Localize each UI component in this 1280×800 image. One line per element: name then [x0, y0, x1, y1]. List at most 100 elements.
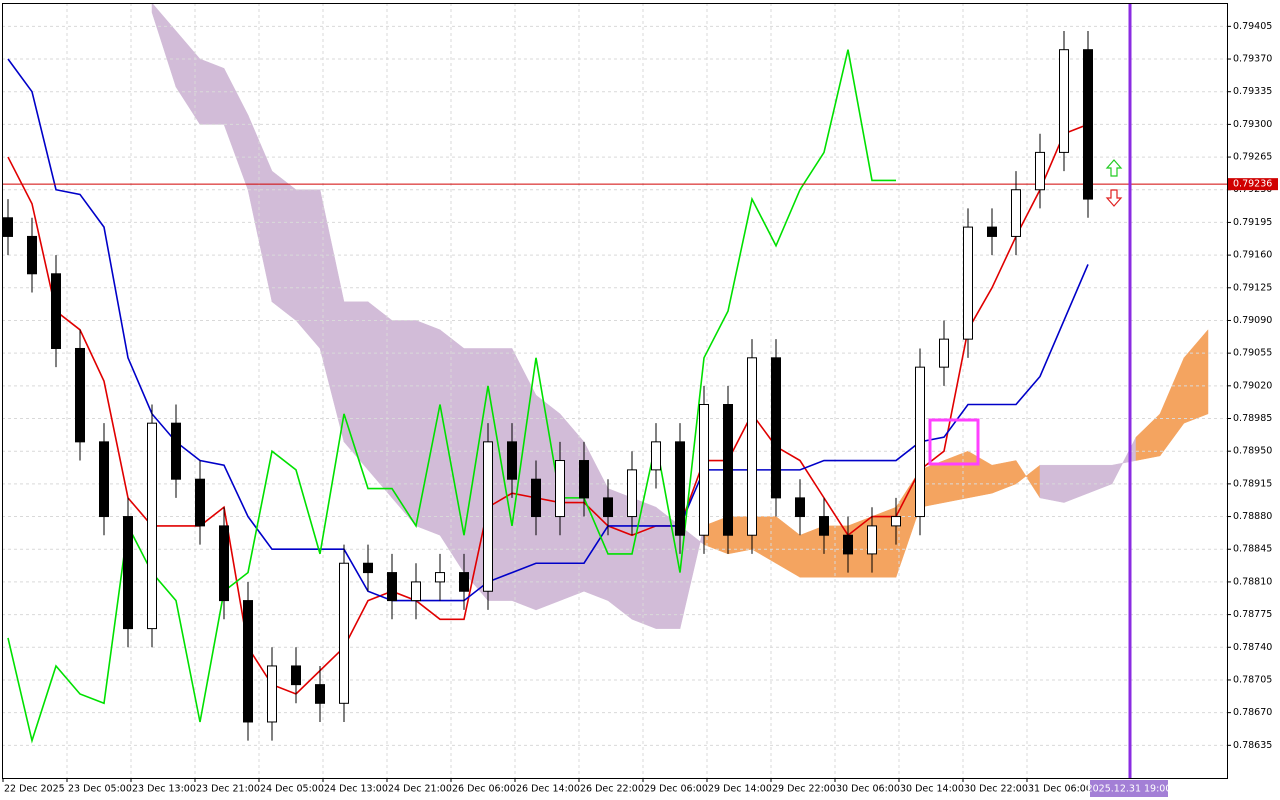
cloud-segment — [775, 516, 801, 578]
cloud-segment — [1183, 329, 1209, 424]
candle-body — [147, 422, 157, 630]
candle-body — [459, 572, 469, 592]
candle-body — [771, 357, 781, 499]
y-tick-label: 0.79405 — [1233, 21, 1272, 32]
candle-body — [603, 497, 613, 518]
y-tick-label: 0.78950 — [1233, 446, 1272, 457]
candle-body — [987, 226, 997, 237]
cloud-segment — [271, 170, 297, 321]
cursor-time: 2025.12.31 19:00 — [1087, 784, 1172, 795]
candle-body — [795, 497, 805, 518]
y-tick-label: 0.78670 — [1233, 707, 1272, 718]
cloud-segment — [991, 460, 1017, 494]
candle-body — [3, 217, 13, 237]
candle-body — [291, 665, 301, 686]
candle-body — [1083, 49, 1093, 200]
x-tick-label: 26 Dec 22:00 — [580, 784, 644, 795]
x-tick-label: 23 Dec 13:00 — [132, 784, 196, 795]
cloud-segment — [1159, 357, 1185, 457]
price-label-box — [1228, 178, 1278, 191]
y-tick-label: 0.78985 — [1233, 413, 1272, 424]
candle-body — [531, 478, 541, 518]
cloud-segment — [151, 2, 177, 88]
cloud-segment — [295, 189, 321, 350]
cloud-segment — [175, 30, 201, 126]
cloud-segment — [1135, 413, 1161, 461]
y-tick-label: 0.79265 — [1233, 152, 1272, 163]
x-tick-label: 23 Dec 21:00 — [196, 784, 260, 795]
y-tick-label: 0.78635 — [1233, 740, 1272, 751]
candle-body — [651, 441, 661, 471]
x-tick-label: 26 Dec 06:00 — [452, 784, 516, 795]
y-tick-label: 0.78810 — [1233, 576, 1272, 587]
y-tick-label: 0.78775 — [1233, 609, 1272, 620]
indicator-line — [7, 58, 1089, 602]
candle-body — [939, 338, 949, 368]
y-tick-label: 0.79300 — [1233, 119, 1272, 130]
y-tick-label: 0.78915 — [1233, 478, 1272, 489]
candle-layer — [3, 31, 1093, 741]
candle-body — [387, 572, 397, 602]
candle-body — [555, 460, 565, 518]
y-tick-label: 0.78845 — [1233, 544, 1272, 555]
price-label: 0.79236 — [1233, 179, 1272, 190]
x-tick-label: 29 Dec 06:00 — [644, 784, 708, 795]
candle-body — [339, 562, 349, 704]
x-tick-label: 24 Dec 13:00 — [324, 784, 388, 795]
candle-body — [699, 404, 709, 536]
candle-body — [243, 600, 253, 723]
cloud-segment — [1111, 437, 1137, 484]
cloud-segment — [631, 497, 657, 629]
y-tick-label: 0.79370 — [1233, 54, 1272, 65]
candle-body — [75, 347, 85, 443]
candle-body — [219, 525, 229, 602]
x-tick-label: 24 Dec 21:00 — [388, 784, 452, 795]
x-tick-label: 22 Dec 2025 — [4, 784, 65, 795]
candle-body — [963, 226, 973, 340]
candle-body — [435, 572, 445, 583]
cloud-segment — [367, 301, 393, 499]
cloud-segment — [967, 450, 993, 499]
candle-body — [99, 441, 109, 518]
cloud-layer — [151, 2, 1209, 629]
cloud-segment — [943, 450, 969, 503]
x-tick-label: 23 Dec 05:00 — [68, 784, 132, 795]
x-tick-label: 31 Dec 06:00 — [1028, 784, 1092, 795]
candle-body — [123, 516, 133, 630]
indicator-line — [7, 123, 1089, 695]
plot-frame — [2, 3, 1228, 779]
candle-body — [723, 404, 733, 536]
candle-body — [27, 235, 37, 275]
candle-body — [363, 562, 373, 574]
candle-body — [1059, 49, 1069, 153]
signal-box — [928, 418, 980, 466]
candle-body — [675, 441, 685, 536]
y-tick-label: 0.79195 — [1233, 217, 1272, 228]
candle-body — [267, 665, 277, 723]
candle-body — [51, 273, 61, 349]
candle-body — [891, 516, 901, 527]
candle-body — [627, 469, 637, 518]
y-tick-label: 0.79090 — [1233, 315, 1272, 326]
y-tick-label: 0.79160 — [1233, 250, 1272, 261]
y-tick-label: 0.79125 — [1233, 282, 1272, 293]
candle-body — [315, 684, 325, 704]
cloud-segment — [1087, 464, 1113, 494]
candle-body — [195, 478, 205, 527]
x-tick-label: 26 Dec 14:00 — [516, 784, 580, 795]
y-tick-label: 0.78880 — [1233, 511, 1272, 522]
cursor-time-box — [1090, 780, 1168, 797]
y-tick-label: 0.78705 — [1233, 674, 1272, 685]
candle-body — [747, 357, 757, 536]
candle-body — [1011, 189, 1021, 237]
y-tick-label: 0.79055 — [1233, 348, 1272, 359]
x-tick-label: 30 Dec 06:00 — [836, 784, 900, 795]
x-tick-label: 30 Dec 14:00 — [900, 784, 964, 795]
cloud-segment — [1015, 459, 1041, 499]
x-tick-label: 24 Dec 05:00 — [260, 784, 324, 795]
grid-layer — [2, 3, 1227, 778]
candle-body — [507, 441, 517, 480]
candle-body — [411, 581, 421, 602]
cloud-segment — [223, 68, 249, 190]
